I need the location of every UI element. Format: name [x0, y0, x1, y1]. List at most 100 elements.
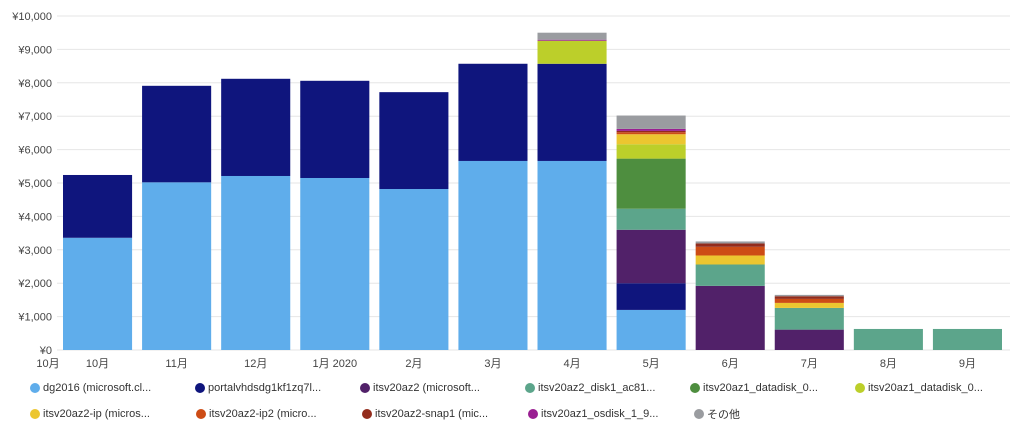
- legend-item[interactable]: その他: [694, 406, 860, 422]
- legend-swatch-icon: [195, 383, 205, 393]
- bar-segment[interactable]: itsv20az2_disk1_ac81...: ¥630: [616, 208, 686, 230]
- y-tick-label: ¥5,000: [17, 178, 52, 190]
- bar-stack: dg2016 (microsoft.cl...: ¥5,020portalvhd…: [142, 85, 212, 350]
- x-tick-label: 10月: [86, 358, 109, 370]
- x-tick-label: 11月: [165, 358, 187, 370]
- bar-segment[interactable]: itsv20az2_disk1_ac81...: ¥630: [932, 328, 1002, 350]
- x-tick-label: 4月: [563, 358, 580, 370]
- bar-segment[interactable]: itsv20az1_osdisk_1_9...: ¥60: [616, 128, 686, 131]
- bar-segment[interactable]: dg2016 (microsoft.cl...: ¥5,660: [458, 160, 528, 350]
- bar-segment[interactable]: itsv20az1_datadisk_0...: ¥1,500: [616, 158, 686, 209]
- legend-item[interactable]: itsv20az2-ip2 (micro...: [196, 408, 362, 420]
- bar-segment[interactable]: itsv20az2-ip2 (micro...: ¥60: [616, 132, 686, 135]
- bar-segment[interactable]: その他: ¥210: [537, 32, 607, 40]
- bar-segment[interactable]: portalvhdsdg1kf1zq7l...: ¥2,890: [142, 85, 212, 183]
- bar-segment[interactable]: itsv20az2-ip2 (micro...: ¥120: [774, 298, 844, 303]
- bar-segment[interactable]: itsv20az2 (microsoft...: ¥1,600: [616, 229, 686, 284]
- bar-segment[interactable]: portalvhdsdg1kf1zq7l...: ¥2,910: [221, 78, 291, 176]
- bar-segment[interactable]: dg2016 (microsoft.cl...: ¥5,150: [300, 177, 370, 350]
- bar-segment[interactable]: itsv20az2_disk1_ac81...: ¥650: [774, 307, 844, 330]
- legend-label: itsv20az1_datadisk_0...: [703, 382, 818, 394]
- bar-stack: dg2016 (microsoft.cl...: ¥3,360portalvhd…: [63, 174, 133, 350]
- x-tick-label: 6月: [722, 358, 739, 370]
- bar-stack: itsv20az2_disk1_ac81...: ¥630: [853, 328, 923, 350]
- bar-segment[interactable]: dg2016 (microsoft.cl...: ¥3,360: [63, 237, 133, 350]
- bar-segment[interactable]: その他: ¥400: [616, 115, 686, 129]
- legend-item[interactable]: portalvhdsdg1kf1zq7l...: [195, 382, 360, 394]
- x-axis-start-label: 10月: [36, 358, 59, 370]
- bar-segment[interactable]: itsv20az2-snap1 (mic...: ¥40: [616, 130, 686, 133]
- bar-stack: dg2016 (microsoft.cl...: ¥5,150portalvhd…: [300, 80, 370, 350]
- bars: dg2016 (microsoft.cl...: ¥3,360portalvhd…: [63, 32, 1002, 350]
- legend-item[interactable]: itsv20az2-ip (micros...: [30, 408, 196, 420]
- legend-item[interactable]: itsv20az1_osdisk_1_9...: [528, 408, 694, 420]
- bar-stack: dg2016 (microsoft.cl...: ¥5,210portalvhd…: [221, 78, 291, 350]
- legend-label: itsv20az2-snap1 (mic...: [375, 408, 489, 420]
- x-tick-label: 8月: [880, 358, 897, 370]
- bar-segment[interactable]: dg2016 (microsoft.cl...: ¥4,820: [379, 189, 449, 350]
- bar-segment[interactable]: itsv20az2 (microsoft...: ¥610: [774, 329, 844, 350]
- legend-swatch-icon: [525, 383, 535, 393]
- y-tick-label: ¥1,000: [17, 312, 52, 324]
- legend-item[interactable]: itsv20az1_datadisk_0...: [690, 382, 855, 394]
- bar-stack: dg2016 (microsoft.cl...: ¥4,820portalvhd…: [379, 92, 449, 350]
- legend-item[interactable]: itsv20az1_datadisk_0...: [855, 382, 1020, 394]
- bar-segment[interactable]: itsv20az2-ip (micros...: ¥150: [774, 302, 844, 308]
- bar-segment[interactable]: portalvhdsdg1kf1zq7l...: ¥800: [616, 283, 686, 310]
- legend-label: その他: [707, 409, 740, 421]
- legend-swatch-icon: [30, 409, 40, 419]
- bar-segment[interactable]: dg2016 (microsoft.cl...: ¥5,210: [221, 175, 291, 350]
- bar-segment[interactable]: itsv20az1_osdisk_1_9...: ¥30: [537, 39, 607, 41]
- bar-segment[interactable]: その他: ¥60: [695, 241, 765, 244]
- y-tick-label: ¥9,000: [17, 44, 52, 56]
- y-tick-label: ¥6,000: [17, 145, 52, 157]
- bar-segment[interactable]: portalvhdsdg1kf1zq7l...: ¥1,880: [63, 174, 133, 238]
- bar-stack: itsv20az2 (microsoft...: ¥1,920itsv20az2…: [695, 241, 765, 350]
- bar-segment[interactable]: itsv20az1_datadisk_0...: ¥430: [616, 144, 686, 159]
- bar-segment[interactable]: itsv20az2 (microsoft...: ¥1,920: [695, 285, 765, 350]
- legend-label: itsv20az2_disk1_ac81...: [538, 382, 656, 394]
- legend-swatch-icon: [528, 409, 538, 419]
- bar-segment[interactable]: dg2016 (microsoft.cl...: ¥1,200: [616, 309, 686, 350]
- bar-segment[interactable]: portalvhdsdg1kf1zq7l...: ¥2,900: [379, 92, 449, 190]
- bar-segment[interactable]: portalvhdsdg1kf1zq7l...: ¥2,910: [537, 63, 607, 161]
- bar-segment[interactable]: itsv20az1_datadisk_0...: ¥690: [537, 40, 607, 64]
- y-tick-label: ¥4,000: [17, 211, 52, 223]
- bar-segment[interactable]: itsv20az2-ip (micros...: ¥300: [616, 134, 686, 145]
- stacked-bar-chart: ¥0 ¥1,000 ¥2,000 ¥3,000 ¥4,000 ¥5,000 ¥6,000 ¥7…: [11, 11, 1010, 370]
- bar-stack: itsv20az2_disk1_ac81...: ¥630: [932, 328, 1002, 350]
- legend-swatch-icon: [196, 409, 206, 419]
- bar-segment[interactable]: itsv20az2_disk1_ac81...: ¥640: [695, 264, 765, 286]
- bar-segment[interactable]: portalvhdsdg1kf1zq7l...: ¥2,910: [300, 80, 370, 178]
- y-tick-label: ¥0: [39, 345, 52, 357]
- legend-swatch-icon: [362, 409, 372, 419]
- legend-swatch-icon: [855, 383, 865, 393]
- bar-segment[interactable]: itsv20az2-snap1 (mic...: ¥80: [774, 296, 844, 299]
- bar-segment[interactable]: itsv20az2-ip (micros...: ¥270: [695, 255, 765, 265]
- legend-row: itsv20az2-ip (micros... itsv20az2-ip2 (mi…: [30, 401, 1020, 427]
- y-tick-label: ¥10,000: [11, 11, 52, 23]
- legend: dg2016 (microsoft.cl... portalvhdsdg1kf1z…: [30, 375, 1020, 427]
- bar-segment[interactable]: portalvhdsdg1kf1zq7l...: ¥2,910: [458, 63, 528, 161]
- bar-stack: dg2016 (microsoft.cl...: ¥1,200portalvhd…: [616, 115, 686, 350]
- bar-stack: dg2016 (microsoft.cl...: ¥5,660portalvhd…: [458, 63, 528, 350]
- legend-item[interactable]: itsv20az2-snap1 (mic...: [362, 408, 528, 420]
- bar-segment[interactable]: その他: ¥40: [774, 294, 844, 297]
- bar-segment[interactable]: dg2016 (microsoft.cl...: ¥5,660: [537, 160, 607, 350]
- legend-label: itsv20az1_datadisk_0...: [868, 382, 983, 394]
- x-tick-label: 9月: [959, 358, 976, 370]
- legend-item[interactable]: dg2016 (microsoft.cl...: [30, 382, 195, 394]
- legend-label: itsv20az1_osdisk_1_9...: [541, 408, 659, 420]
- legend-item[interactable]: itsv20az2 (microsoft...: [360, 382, 525, 394]
- bar-segment[interactable]: itsv20az2-snap1 (mic...: ¥100: [695, 243, 765, 247]
- bar-segment[interactable]: itsv20az2_disk1_ac81...: ¥630: [853, 328, 923, 350]
- x-tick-label: 12月: [244, 358, 267, 370]
- bar-stack: itsv20az2 (microsoft...: ¥610itsv20az2_d…: [774, 294, 844, 350]
- legend-swatch-icon: [30, 383, 40, 393]
- legend-item[interactable]: itsv20az2_disk1_ac81...: [525, 382, 690, 394]
- legend-swatch-icon: [694, 409, 704, 419]
- x-tick-label: 7月: [801, 358, 818, 370]
- bar-segment[interactable]: dg2016 (microsoft.cl...: ¥5,020: [142, 182, 212, 350]
- y-tick-label: ¥8,000: [17, 78, 52, 90]
- bar-segment[interactable]: itsv20az2-ip2 (micro...: ¥260: [695, 246, 765, 256]
